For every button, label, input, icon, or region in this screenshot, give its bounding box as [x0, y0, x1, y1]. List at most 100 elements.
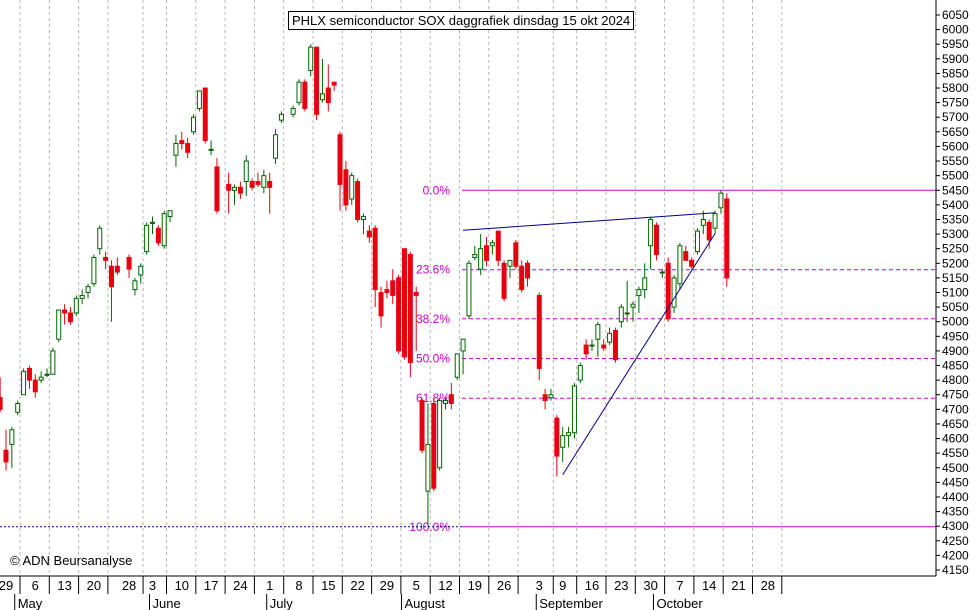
candle-body — [79, 294, 85, 299]
candle-body — [144, 224, 150, 253]
candle-body — [501, 262, 507, 299]
candle-body — [296, 81, 302, 104]
candle-body — [536, 294, 542, 369]
y-tick-label: 4800 — [942, 373, 969, 387]
x-tick-label: 20 — [87, 578, 101, 593]
candle-body — [302, 81, 308, 109]
x-tick-label: 3 — [149, 578, 156, 593]
candle-body — [173, 143, 179, 156]
candle-body — [665, 262, 671, 320]
candle-body — [9, 429, 15, 445]
candle-body — [460, 338, 466, 352]
x-tick-label: 28 — [761, 578, 775, 593]
candle-body — [290, 107, 296, 115]
candle-body — [489, 242, 495, 247]
candle-body — [267, 181, 273, 188]
y-tick-label: 5050 — [942, 300, 969, 314]
candle-body — [378, 292, 384, 317]
candle-body — [571, 385, 577, 434]
y-tick-label: 5450 — [942, 183, 969, 197]
candle-body — [653, 224, 659, 256]
month-label: June — [153, 596, 181, 610]
candle-body — [243, 160, 249, 182]
y-tick-label: 4700 — [942, 402, 969, 416]
candle-body — [525, 262, 531, 279]
candle-body — [349, 175, 355, 200]
candle-body — [73, 297, 79, 314]
candle-body — [706, 221, 712, 241]
candle-body — [360, 216, 366, 220]
candle-body — [607, 332, 613, 343]
candle-body — [132, 280, 138, 291]
trend-line — [562, 233, 716, 476]
x-tick-label: 21 — [731, 578, 745, 593]
candle-body — [319, 93, 325, 101]
x-tick-label: 28 — [122, 578, 136, 593]
candle-body — [278, 113, 284, 121]
y-tick-label: 4200 — [942, 548, 969, 562]
x-tick-label: 30 — [643, 578, 657, 593]
y-tick-label: 5200 — [942, 256, 969, 270]
candle-body — [472, 254, 478, 258]
candle-body — [331, 81, 337, 86]
y-tick-label: 5000 — [942, 315, 969, 329]
y-tick-label: 5350 — [942, 212, 969, 226]
candle-body — [495, 230, 501, 261]
candle-body — [232, 186, 238, 191]
candle-body — [724, 198, 730, 279]
y-tick-label: 4600 — [942, 432, 969, 446]
candle-body — [372, 227, 378, 291]
candle-body — [630, 303, 636, 308]
x-tick-label: 3 — [536, 578, 543, 593]
candle-body — [595, 324, 601, 340]
candle-body — [202, 87, 208, 142]
x-tick-label: 7 — [676, 578, 683, 593]
candle-body — [126, 256, 132, 270]
x-tick-label: 29 — [0, 578, 13, 593]
candle-body — [237, 186, 243, 194]
candle-body — [196, 90, 202, 109]
x-tick-label: 26 — [497, 578, 511, 593]
month-label: October — [656, 596, 703, 610]
x-tick-label: 1 — [266, 578, 273, 593]
y-tick-label: 4400 — [942, 490, 969, 504]
candle-body — [519, 265, 525, 291]
candle-body — [226, 183, 232, 191]
candle-body — [38, 376, 44, 381]
candle-body — [62, 309, 68, 314]
x-tick-label: 9 — [559, 578, 566, 593]
y-tick-label: 5650 — [942, 125, 969, 139]
y-tick-label: 5500 — [942, 169, 969, 183]
candle-body — [273, 134, 279, 159]
chart-title: PHLX semiconductor SOX daggrafiek dinsda… — [288, 11, 635, 30]
candle-body — [694, 230, 700, 253]
y-tick-label: 5800 — [942, 81, 969, 95]
candle-body — [208, 148, 214, 151]
candle-body — [355, 181, 361, 220]
y-tick-label: 4450 — [942, 475, 969, 489]
candle-body — [384, 289, 390, 294]
x-tick-label: 29 — [380, 578, 394, 593]
candle-body — [624, 312, 630, 315]
candle-body — [448, 394, 454, 405]
candle-body — [554, 417, 560, 457]
y-tick-label: 5300 — [942, 227, 969, 241]
candle-body — [191, 116, 197, 133]
month-label: August — [404, 596, 445, 610]
candle-body — [478, 248, 484, 270]
candle-body — [642, 277, 648, 291]
candle-body — [179, 140, 185, 145]
candle-body — [583, 344, 589, 355]
x-tick-label: 17 — [204, 578, 218, 593]
y-tick-label: 5550 — [942, 154, 969, 168]
candle-body — [337, 134, 343, 185]
candle-body — [601, 344, 607, 349]
y-tick-label: 4550 — [942, 446, 969, 460]
candle-body — [3, 449, 9, 463]
y-tick-label: 5700 — [942, 110, 969, 124]
candle-body — [513, 242, 519, 267]
candle-body — [431, 403, 437, 489]
candle-body — [138, 265, 144, 276]
candle-body — [618, 306, 624, 323]
